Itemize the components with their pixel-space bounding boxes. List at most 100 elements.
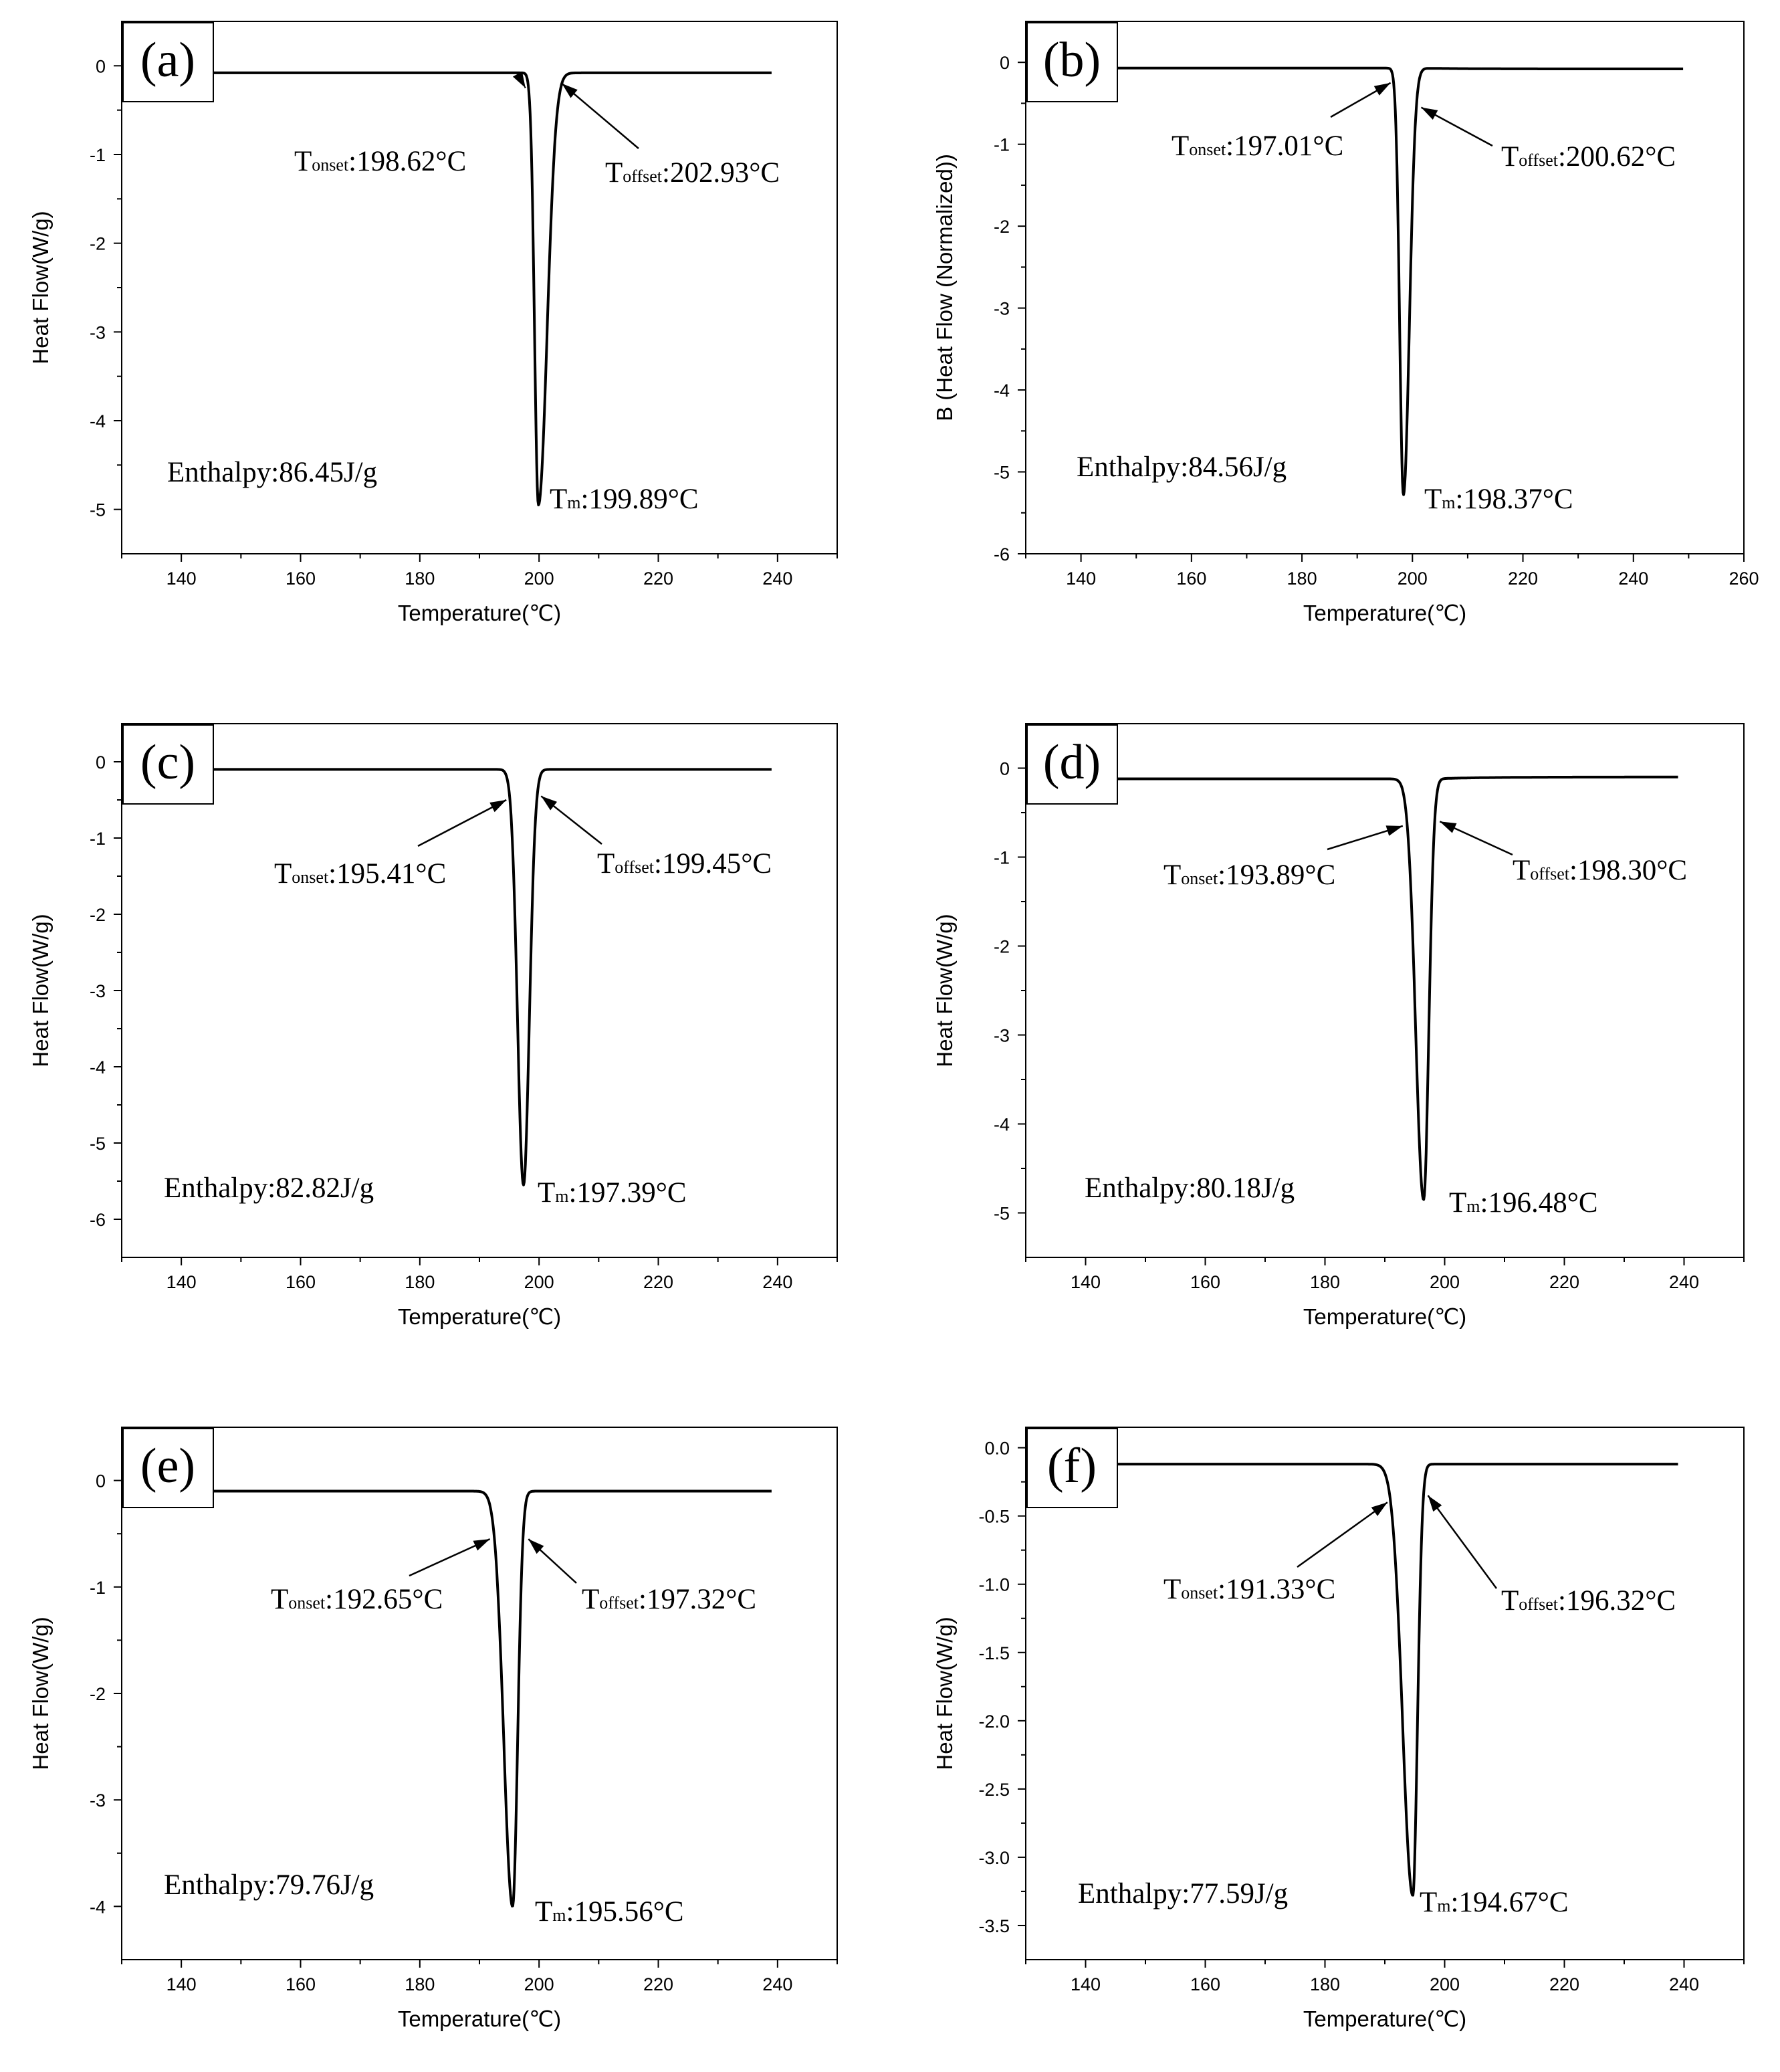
y-tick-label: -2.0	[978, 1712, 1010, 1732]
y-tick-label: -1	[90, 829, 106, 849]
y-axis-title: Heat Flow(W/g)	[932, 914, 957, 1067]
dsc-curve	[126, 1489, 772, 1907]
y-axis-title: Heat Flow(W/g)	[28, 914, 53, 1067]
plot-frame	[1025, 21, 1745, 554]
panel-label: (f)	[1047, 1439, 1097, 1493]
onset-annotation: Tonset:197.01°C	[1172, 130, 1343, 162]
x-tick-label: 140	[1066, 568, 1096, 589]
arrow-head	[1428, 1495, 1442, 1512]
onset-annotation: Tonset:195.41°C	[274, 858, 446, 890]
y-tick-label: 0	[96, 56, 106, 76]
y-tick-label: -4	[90, 1057, 106, 1077]
x-tick-label: 180	[1310, 1974, 1340, 1994]
x-tick-label: 240	[762, 568, 792, 589]
y-tick-label: -0.5	[978, 1507, 1010, 1527]
x-tick-label: 180	[405, 1974, 435, 1994]
y-tick-label: -4	[90, 1897, 106, 1917]
y-tick-label: 0	[1000, 53, 1010, 73]
enthalpy-label: Enthalpy:82.82J/g	[164, 1172, 374, 1204]
offset-annotation: Toffset:198.30°C	[1513, 855, 1687, 886]
peak-annotation: Tm:196.48°C	[1449, 1187, 1598, 1219]
panel-label: (d)	[1043, 735, 1101, 790]
panel-label: (c)	[140, 735, 195, 790]
x-tick-label: 240	[762, 1974, 792, 1994]
x-tick-label: 180	[1287, 568, 1317, 589]
offset-annotation: Toffset:199.45°C	[597, 848, 772, 879]
chart-panel-c: 140 160 180 200 220 240 0 -1 -2 -3 -4 -5 -6 Temperatu…	[28, 723, 838, 1329]
annotation-arrow	[1297, 1501, 1388, 1568]
x-tick-label: 160	[1190, 1974, 1220, 1994]
y-tick-label: 0	[96, 752, 106, 772]
offset-annotation: Toffset:200.62°C	[1501, 141, 1676, 173]
x-tick-label: 220	[1549, 1974, 1579, 1994]
y-tick-label: -1.5	[978, 1643, 1010, 1663]
chart-panel-d: 140 160 180 200 220 240 0 -1 -2 -3 -4 -5 Temperature…	[932, 723, 1745, 1329]
x-axis-title: Temperature(℃)	[1303, 1304, 1466, 1329]
peak-annotation: Tm:197.39°C	[538, 1177, 687, 1209]
arrow-head	[1371, 1502, 1387, 1516]
y-tick-label: -3	[90, 981, 106, 1001]
y-tick-label: -4	[90, 411, 106, 431]
x-tick-label: 160	[286, 1272, 316, 1292]
offset-annotation: Toffset:202.93°C	[605, 157, 780, 189]
x-axis-title: Temperature(℃)	[1303, 601, 1466, 625]
chart-panel-a: 140 160 180 200 220 240 0 -1 -2 -3 -4 -5 Temperature…	[28, 21, 838, 625]
x-tick-label: 240	[1669, 1974, 1699, 1994]
panel-label-box	[122, 724, 214, 805]
chart-panel-b: 140 160 180 200 220 240 260 0 -1 -2 -3 -4 -5 -6 Temper…	[932, 21, 1759, 625]
y-tick-label: -1	[90, 1578, 106, 1598]
enthalpy-label: Enthalpy:86.45J/g	[167, 457, 377, 488]
peak-annotation: Tm:194.67°C	[1420, 1887, 1569, 1918]
x-tick-label: 200	[524, 1272, 554, 1292]
x-tick-label: 180	[405, 568, 435, 589]
x-tick-label: 140	[166, 1974, 197, 1994]
x-tick-label: 160	[1176, 568, 1206, 589]
x-tick-label: 160	[286, 1974, 316, 1994]
panel-label-box	[122, 1428, 214, 1508]
y-axis-title: Heat Flow(W/g)	[28, 1617, 53, 1770]
arrow-head	[541, 796, 558, 811]
panel-label-box	[1026, 22, 1118, 102]
y-axis-title: B (Heat Flow (Normalized))	[932, 154, 957, 421]
x-tick-label: 140	[1071, 1272, 1101, 1292]
dsc-curve	[126, 71, 772, 506]
y-axis-title: Heat Flow(W/g)	[932, 1617, 957, 1770]
y-tick-label: -6	[90, 1210, 106, 1230]
x-tick-label: 180	[1310, 1272, 1340, 1292]
y-tick-label: -3.0	[978, 1848, 1010, 1868]
panel-label-box	[122, 22, 214, 102]
y-tick-label: -2.5	[978, 1780, 1010, 1800]
y-tick-label: -3.5	[978, 1916, 1010, 1936]
y-tick-label: -2	[90, 1684, 106, 1704]
y-tick-label: -6	[994, 544, 1010, 564]
panel-label: (a)	[140, 33, 195, 88]
peak-annotation: Tm:199.89°C	[550, 484, 699, 515]
y-tick-label: -1.0	[978, 1575, 1010, 1595]
x-tick-label: 220	[643, 1272, 673, 1292]
chart-panel-e: 140 160 180 200 220 240 0 -1 -2 -3 -4 Temperature(℃…	[28, 1427, 838, 2031]
arrow-head	[1440, 821, 1457, 833]
arrow-head	[1373, 82, 1391, 96]
peak-annotation: Tm:195.56°C	[535, 1896, 684, 1928]
onset-annotation: Tonset:192.65°C	[271, 1584, 443, 1615]
x-tick-label: 220	[643, 568, 673, 589]
y-tick-label: -3	[994, 299, 1010, 319]
y-tick-label: -5	[994, 463, 1010, 483]
arrow-head	[1385, 825, 1403, 836]
y-tick-label: -2	[90, 234, 106, 254]
enthalpy-label: Enthalpy:84.56J/g	[1077, 451, 1287, 483]
y-tick-label: -2	[994, 937, 1010, 957]
panel-label-box	[1026, 724, 1118, 805]
x-tick-label: 200	[524, 568, 554, 589]
y-axis-title: Heat Flow(W/g)	[28, 211, 53, 364]
y-tick-label: -3	[994, 1026, 1010, 1046]
x-tick-label: 260	[1729, 568, 1759, 589]
arrow-head	[562, 83, 578, 98]
x-axis-title: Temperature(℃)	[1303, 2006, 1466, 2031]
arrow-head	[489, 800, 507, 813]
y-tick-label: -4	[994, 381, 1010, 401]
chart-panel-f: 140 160 180 200 220 240 0.0 -0.5 -1.0 -1.5 -2.0 -2.…	[932, 1427, 1745, 2031]
y-tick-label: -5	[90, 1134, 106, 1154]
x-tick-label: 200	[1398, 568, 1428, 589]
